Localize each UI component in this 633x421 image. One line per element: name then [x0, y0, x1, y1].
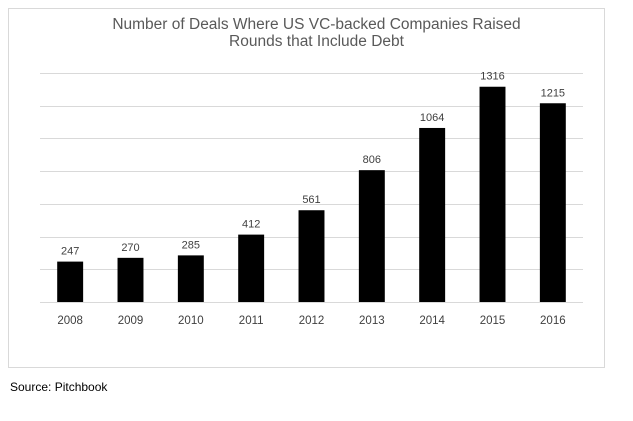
bar-2010: [177, 255, 204, 302]
bar-2012: [298, 210, 325, 302]
data-label-2009: 270: [121, 242, 139, 254]
source-note: Source: Pitchbook: [10, 380, 108, 394]
x-tick-label-2008: 2008: [57, 315, 83, 327]
x-axis-ticks: 2008 2009 2010 2011 2012 2013 2014 2015 2016: [57, 315, 565, 327]
x-tick-label-2014: 2014: [419, 315, 445, 327]
x-tick-label-2009: 2009: [118, 315, 144, 327]
x-tick-label-2013: 2013: [359, 315, 385, 327]
data-label-2014: 1064: [420, 112, 444, 124]
bar-2011: [238, 234, 265, 302]
data-label-2012: 561: [302, 194, 320, 206]
data-label-2008: 247: [61, 246, 79, 258]
x-tick-label-2016: 2016: [540, 315, 566, 327]
bars: [57, 86, 566, 303]
bar-2015: [479, 86, 506, 303]
x-tick-label-2010: 2010: [178, 315, 204, 327]
data-label-2010: 285: [182, 239, 200, 251]
bar-2013: [358, 170, 385, 302]
bar-2014: [419, 127, 446, 303]
data-label-2016: 1215: [541, 87, 565, 99]
chart-title-line-1: Number of Deals Where US VC-backed Compa…: [112, 16, 521, 33]
data-label-2011: 412: [242, 219, 260, 231]
x-tick-label-2011: 2011: [239, 315, 264, 327]
chart-title-line-2: Rounds that Include Debt: [229, 33, 404, 50]
bar-2016: [539, 103, 566, 302]
data-label-2013: 806: [363, 154, 381, 166]
x-tick-label-2012: 2012: [299, 315, 325, 327]
data-labels: 247 270 285 412 561 806 1064 1316 1215: [61, 71, 565, 258]
x-tick-label-2015: 2015: [480, 315, 506, 327]
chart-title: Number of Deals Where US VC-backed Compa…: [0, 16, 633, 50]
bar-2009: [117, 257, 144, 302]
chart-frame: [8, 8, 605, 368]
data-label-2015: 1316: [480, 71, 504, 83]
bar-2008: [57, 261, 84, 302]
